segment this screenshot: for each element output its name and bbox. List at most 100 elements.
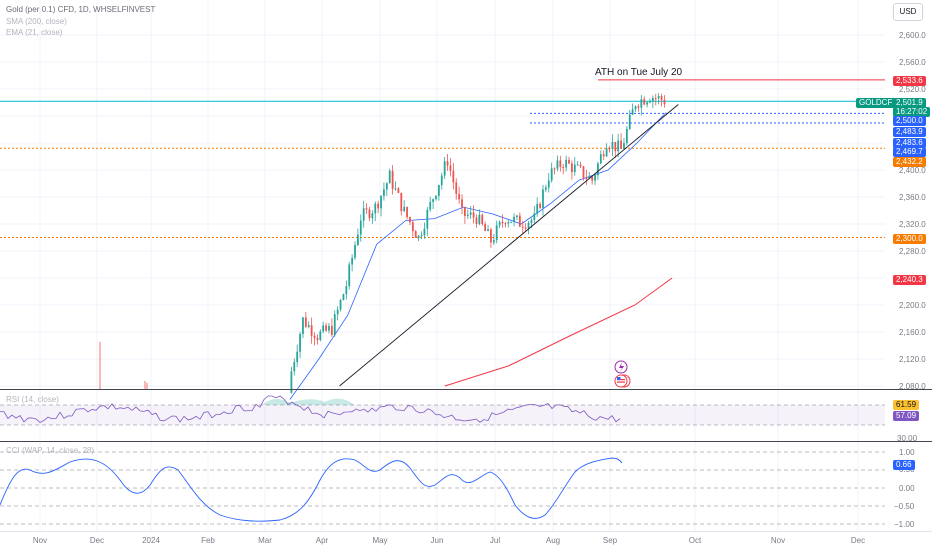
candle-body <box>539 203 541 208</box>
candle-body <box>325 325 327 331</box>
candle-body <box>530 220 533 223</box>
candle-body <box>354 244 356 258</box>
time-tick-label: Nov <box>771 536 785 545</box>
candle-body <box>351 257 354 265</box>
candle-body <box>643 99 646 105</box>
candle-body <box>304 317 307 327</box>
candle-body <box>359 220 362 235</box>
candle-body <box>559 160 562 168</box>
candle-body <box>657 96 660 99</box>
candle-body <box>464 207 466 216</box>
time-tick-label: May <box>372 536 387 545</box>
candle-body <box>472 212 475 218</box>
rsi-polyline <box>0 395 621 424</box>
candle-body <box>594 175 596 181</box>
time-axis[interactable]: Nov Dec 2024 Feb Mar Apr May Jun Jul Aug Sep Oct Nov… <box>33 536 865 545</box>
candle-body <box>374 203 377 214</box>
candle-body <box>602 154 605 157</box>
candle-body <box>498 221 501 226</box>
candle-body <box>339 300 342 310</box>
candle-body <box>631 109 634 115</box>
candle-body <box>319 331 322 340</box>
candle-body <box>481 214 484 225</box>
cci-path <box>0 457 623 522</box>
us-flag-event-icon[interactable] <box>614 374 628 388</box>
price-tick-label: 2,600.0 <box>899 31 926 40</box>
chart-title[interactable]: Gold (per 0.1) CFD, 1D, WHSELFINVEST <box>6 5 156 14</box>
candle-body <box>435 195 437 200</box>
level-2500-tag: 2,500.0 <box>893 116 926 126</box>
chart-grid <box>0 0 885 531</box>
candle-body <box>406 206 408 218</box>
trendline-segment <box>339 104 679 387</box>
cci-line <box>0 457 623 522</box>
time-tick-label: Feb <box>201 536 215 545</box>
cci-axis-m1: −1.00 <box>894 520 915 529</box>
candle-body <box>542 189 544 208</box>
price-tick-label: 2,080.0 <box>899 382 926 391</box>
ema-21-line <box>289 112 667 400</box>
candle-body <box>362 208 365 221</box>
candle-body <box>623 143 625 149</box>
candle-body <box>380 195 382 209</box>
candle-body <box>628 114 631 129</box>
candle-body <box>348 264 351 287</box>
candle-body <box>414 231 417 238</box>
candle-body <box>385 183 388 190</box>
candle-body <box>423 228 426 236</box>
candle-body <box>576 164 579 166</box>
last-price-tag: 2,501.9 <box>893 98 926 108</box>
candle-body <box>663 100 666 105</box>
rsi-axis-label: 30.00 <box>897 434 918 443</box>
level-2483b-tag: 2,483.6 <box>893 138 926 148</box>
currency-button[interactable]: USD <box>893 3 923 21</box>
candle-body <box>591 176 594 181</box>
rsi-band <box>0 405 885 425</box>
candle-body <box>455 182 458 194</box>
candle-body <box>437 185 440 196</box>
candle-body <box>660 96 663 101</box>
candle-body <box>429 201 432 210</box>
candle-body <box>394 188 397 190</box>
candle-body <box>452 170 455 183</box>
candle-body <box>646 102 648 105</box>
sma-legend[interactable]: SMA (200, close) <box>6 17 67 26</box>
countdown-tag: 16:27:02 <box>893 107 931 117</box>
time-tick-label: Oct <box>689 536 702 545</box>
rsi-legend[interactable]: RSI (14, close) <box>6 395 59 404</box>
ema-legend[interactable]: EMA (21, close) <box>6 28 63 37</box>
candle-body <box>420 235 423 237</box>
candle-body <box>571 163 573 173</box>
candle-body <box>377 203 380 209</box>
time-tick-label: Dec <box>90 536 104 545</box>
candle-body <box>573 164 576 173</box>
time-tick-label: Nov <box>33 536 47 545</box>
candle-body <box>440 175 443 186</box>
candle-body <box>640 99 643 108</box>
candle-body <box>299 333 301 352</box>
candle-body <box>310 325 313 336</box>
candle-body <box>383 189 385 196</box>
lightning-glyph <box>619 362 624 372</box>
cci-levels <box>0 451 885 525</box>
candle-body <box>307 325 310 327</box>
candle-body <box>617 140 620 152</box>
candles <box>99 93 666 394</box>
candle-body <box>342 294 345 301</box>
rsi-overbought-area <box>262 398 355 405</box>
candle-body <box>469 212 472 215</box>
level-2469-tag: 2,469.7 <box>893 147 926 157</box>
cci-legend[interactable]: CCI (WAP, 14, close, 28) <box>6 446 95 455</box>
candle-body <box>521 226 524 228</box>
candle-body <box>365 208 368 210</box>
candle-body <box>296 351 299 363</box>
candle-body <box>527 222 530 229</box>
candle-body <box>330 325 333 335</box>
event-icons[interactable] <box>614 360 631 388</box>
candle-body <box>651 97 654 102</box>
trendline[interactable] <box>339 104 679 387</box>
rsi-value-tag-2: 57.09 <box>893 411 920 421</box>
candle-body <box>417 235 420 238</box>
price-tick-label: 2,200.0 <box>899 301 926 310</box>
candle-body <box>553 168 556 170</box>
